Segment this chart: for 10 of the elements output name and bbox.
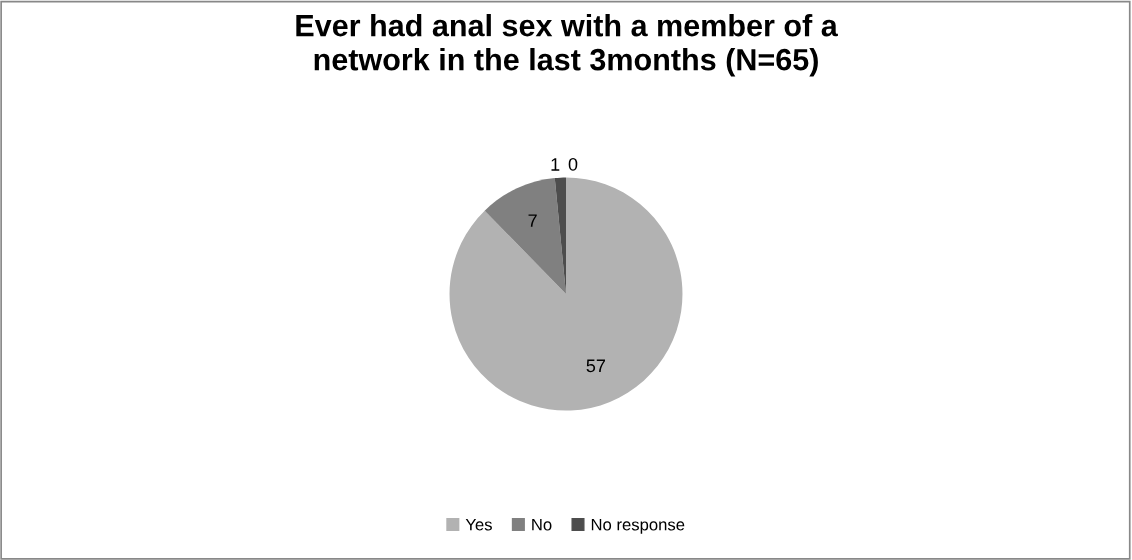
chart-title: Ever had anal sex with a member of a network in the last 3months (N=65)	[296, 14, 838, 77]
data-label: 1	[551, 158, 560, 171]
pie-slice	[484, 178, 566, 294]
data-label: 7	[528, 214, 537, 227]
legend-label: No	[532, 518, 552, 531]
legend-label: Yes	[465, 518, 492, 531]
legend-label: No response	[591, 518, 685, 534]
pie-slice	[449, 177, 683, 411]
data-label: 57	[586, 359, 605, 373]
text: 0	[568, 157, 578, 171]
